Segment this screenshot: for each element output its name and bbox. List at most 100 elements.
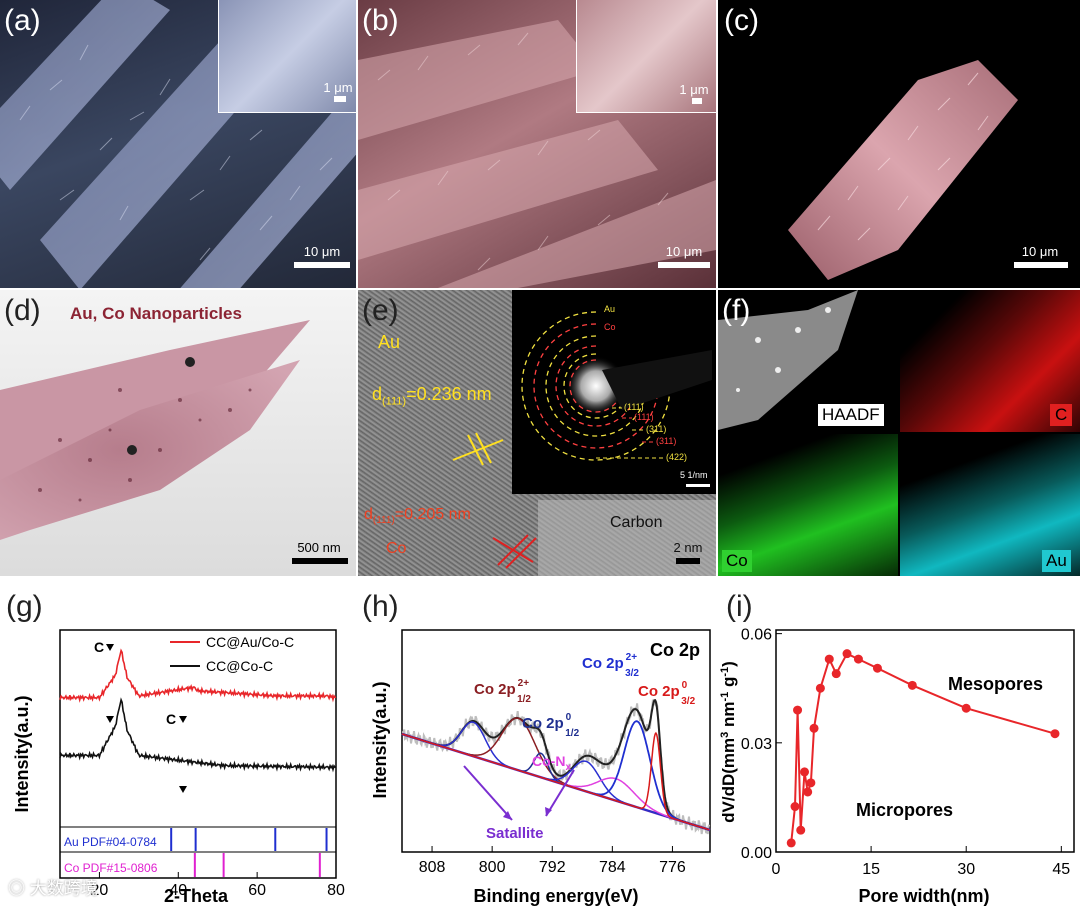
g-xtick-label-3: 80 [327,882,345,899]
h-xtick-label-1: 800 [479,859,506,876]
panel-b-label: (b) [362,4,399,37]
i-micropores-label: Micropores [856,800,953,820]
h-label-co2-3-2-main: Co 2p [582,655,624,672]
i-point-15 [961,703,971,713]
panel-d-label: (d) [4,294,41,327]
i-ytick-label-1: 0.03 [741,736,772,753]
i-ytick-label-0: 0.00 [741,845,772,862]
panel-b-sem-texture [358,20,716,288]
h-label-co2-3-2-sup: 2+ [626,652,638,663]
g-ref-co-label: Co PDF#15-0806 [64,861,158,875]
g-series-co [59,697,337,773]
g-peak-marker-3 [106,716,114,723]
h-label-co2-3-2: Co 2p 2+ 3/2 [582,652,639,679]
saed-ring-2: (111) [634,412,654,422]
saed-ring-3: (311) [646,424,667,434]
h-satellite-arrows [463,765,575,821]
i-ylabel-sup3: -1 [720,667,731,677]
panel-b-scale-bar [658,262,710,268]
g-au-reference-lines [170,828,328,851]
h-peak-co0-3-2 [401,731,710,831]
i-point-14 [907,680,917,690]
h-label-co0-3-2-sub: 3/2 [681,696,695,707]
h-x-ticks: 808 800 792 784 776 [419,846,686,876]
i-point-10 [831,669,841,679]
i-point-3 [796,825,806,835]
h-xtick-label-4: 776 [659,859,686,876]
h-label-satellite: Satallite [486,825,544,842]
g-peak-marker-2 [179,716,187,723]
panel-e-co-fringe-marker [492,534,537,569]
h-label-co0-3-2-sup: 0 [682,680,688,691]
i-ytick-label-2: 0.06 [741,627,772,644]
g-series-au-co [59,648,337,703]
panel-e-carbon-region [538,500,716,576]
h-label-co2-3-2-sub: 3/2 [625,668,639,679]
g-legend-2: CC@Co-C [206,658,273,674]
g-legend-1: CC@Au/Co-C [206,634,294,650]
panel-b-inset-scale-label: 1 μm [679,82,709,97]
panel-a-scale-bar [294,262,350,268]
h-label-conx-sub: x [565,762,571,773]
i-point-9 [824,654,834,664]
panel-e-au-fringe-marker [452,432,504,466]
panel-e-d-au-value: =0.236 nm [406,384,492,404]
saed-ring-5: (422) [666,452,688,462]
i-point-1 [790,802,800,812]
saed-co-label: Co [604,322,616,332]
panel-c-scale-bar [1014,262,1068,268]
i-point-2 [793,705,803,715]
panel-a-inset-scale-label: 1 μm [323,80,353,95]
panel-b-scale-label: 10 μm [665,244,703,259]
panel-e-saed-inset: Au Co (111) (111) (311) (311) (422) 5 1/… [512,290,716,494]
panel-f-label: (f) [722,294,751,327]
panel-e-d-au-prefix: d [372,384,383,404]
g-xtick-label-1: 40 [169,882,187,899]
i-ylabel-a: dV/dD(mm [720,738,738,823]
i-point-7 [809,723,819,733]
co-label: Co [722,550,752,572]
panel-e-d-au: d(111)=0.236 nm [372,384,492,408]
i-point-8 [815,683,825,693]
panel-a-inset-scale-bar [334,96,346,102]
g-peak-marker-1 [106,644,114,651]
i-xlabel: Pore width(nm) [859,886,990,906]
panel-d-title: Au, Co Nanoparticles [70,304,242,323]
i-ylabel-sup2: -1 [720,692,731,702]
i-xtick-label-3: 45 [1052,861,1070,878]
panel-i-chart: 0 15 30 45 0.00 0.03 0.06 Mesopores Micropore… [720,627,1075,906]
h-label-co2-1-2: Co 2p 2+ 1/2 [474,678,531,705]
g-plot-frame [59,629,337,879]
i-point-6 [806,778,816,788]
panel-e-au-label: Au [378,332,401,352]
g-peak-marker-4 [179,786,187,793]
panel-e-d-co-prefix: d [364,506,373,523]
h-label-co0-3-2-main: Co 2p [638,683,680,700]
haadf-label: HAADF [818,404,884,426]
haadf-map [718,290,898,432]
watermark: ◎ 大数跨境 [8,874,98,899]
saed-scale-label: 5 1/nm [680,470,708,480]
i-point-5 [803,787,813,797]
panel-d-scale-bar [292,558,348,564]
i-point-0 [786,838,796,848]
panel-b-inset [576,0,716,113]
h-title: Co 2p [650,640,700,660]
h-label-co0-1-2-sup: 0 [566,712,572,723]
c-label: C [1050,404,1073,426]
g-xlabel: 2-Theta [164,886,229,906]
h-xlabel: Binding energy(eV) [473,886,638,906]
panel-c-rod [788,60,1018,280]
g-x-ticks: 20 40 60 80 [91,872,345,899]
panel-e-label: (e) [362,294,399,327]
panel-c-scale-label: 10 μm [1021,244,1059,259]
panel-e-scale-bar [676,558,700,564]
panel-i-label: (i) [726,590,753,623]
watermark-logo-icon: ◎ [8,879,25,898]
g-peak-c2: C [166,711,176,727]
h-ylabel: Intensity(a.u.) [370,681,390,798]
i-ylabel-c: g [720,677,738,692]
panel-e-hrtem-image: (e) Au d(111)=0.236 nm d(111)=0.205 nm C… [358,290,716,576]
panel-d-sheet [0,320,310,540]
h-label-co2-1-2-sub: 1/2 [517,694,531,705]
